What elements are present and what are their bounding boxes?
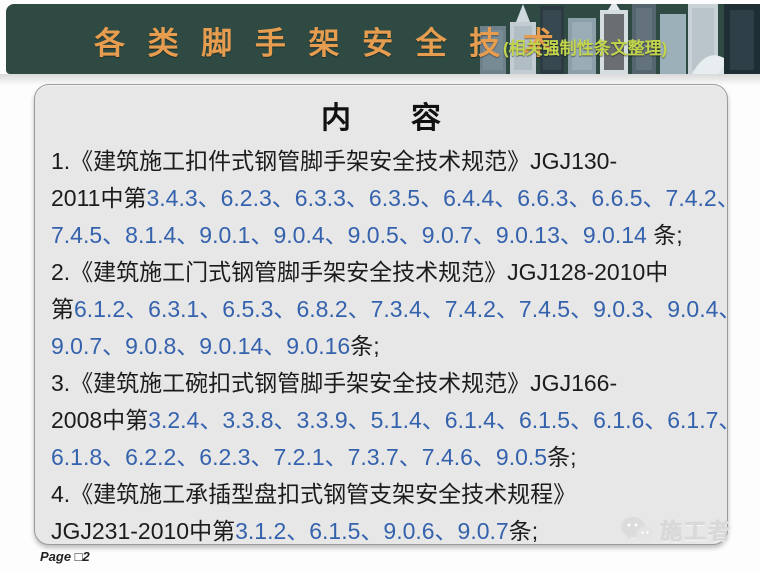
clause-text: 4.《建筑施工承插型盘扣式钢管支架安全技术规程》 bbox=[51, 481, 577, 507]
clause-text: 2.《建筑施工门式钢管脚手架安全技术规范》JGJ128-2010中 bbox=[51, 259, 669, 285]
clause-text: 条; bbox=[646, 222, 683, 248]
content-line: 7.4.5、8.1.4、9.0.1、9.0.4、9.0.5、9.0.7、9.0.… bbox=[51, 217, 711, 254]
clause-text: 第 bbox=[51, 296, 74, 322]
content-line: JGJ231-2010中第3.1.2、6.1.5、9.0.6、9.0.7条; bbox=[51, 513, 711, 550]
clause-text: 条; bbox=[350, 333, 380, 359]
content-line: 2011中第3.4.3、6.2.3、6.3.3、6.3.5、6.4.4、6.6.… bbox=[51, 180, 740, 217]
watermark-text: 施工者 bbox=[659, 519, 732, 544]
clause-numbers: 3.1.2、6.1.5、9.0.6、9.0.7 bbox=[235, 518, 509, 544]
clause-text: 1.《建筑施工扣件式钢管脚手架安全技术规范》JGJ130- bbox=[51, 148, 618, 174]
clause-text: 3.《建筑施工碗扣式钢管脚手架安全技术规范》JGJ166- bbox=[51, 370, 618, 396]
content-line: 4.《建筑施工承插型盘扣式钢管支架安全技术规程》 bbox=[51, 476, 711, 513]
clause-text: JGJ231-2010中第 bbox=[51, 518, 236, 544]
clause-text: 2008中第 bbox=[51, 407, 149, 433]
content-line: 2.《建筑施工门式钢管脚手架安全技术规范》JGJ128-2010中 bbox=[51, 254, 711, 291]
clause-numbers: 6.1.8、6.2.2、6.2.3、7.2.1、7.3.7、7.4.6、9.0.… bbox=[51, 444, 548, 470]
clause-text: 2011中第 bbox=[51, 185, 147, 211]
header-shadow bbox=[0, 74, 760, 86]
slide-subtitle: (相关强制性条文整理) bbox=[503, 39, 668, 58]
content-line: 6.1.8、6.2.2、6.2.3、7.2.1、7.3.7、7.4.6、9.0.… bbox=[51, 439, 711, 476]
city-skyline-image bbox=[480, 4, 760, 74]
content-line: 2008中第3.2.4、3.3.8、3.3.9、5.1.4、6.1.4、6.1.… bbox=[51, 402, 741, 439]
content-line: 3.《建筑施工碗扣式钢管脚手架安全技术规范》JGJ166- bbox=[51, 365, 711, 402]
clause-text: 条; bbox=[508, 518, 539, 544]
page-number: Page □2 bbox=[40, 549, 90, 564]
content-box: 内 容 1.《建筑施工扣件式钢管脚手架安全技术规范》JGJ130- 2011中第3… bbox=[34, 84, 741, 545]
clause-text: 条; bbox=[547, 444, 577, 470]
clause-numbers: 9.0.7、9.0.8、9.0.14、9.0.16 bbox=[51, 333, 351, 359]
slide-title: 各 类 脚 手 架 安 全 技 术 bbox=[94, 26, 561, 61]
wechat-icon bbox=[620, 517, 654, 544]
clause-numbers: 3.2.4、3.3.8、3.3.9、5.1.4、6.1.4、6.1.5、6.1.… bbox=[148, 407, 742, 433]
watermark: 施工者 bbox=[620, 514, 732, 546]
content-heading: 内 容 bbox=[321, 102, 441, 135]
title-bar: 各 类 脚 手 架 安 全 技 术 (相关强制性条文整理) bbox=[6, 4, 760, 74]
clause-numbers: 3.4.3、6.2.3、6.3.3、6.3.5、6.4.4、6.6.3、6.6.… bbox=[146, 185, 740, 211]
content-line: 9.0.7、9.0.8、9.0.14、9.0.16条; bbox=[51, 328, 711, 365]
content-lines: 1.《建筑施工扣件式钢管脚手架安全技术规范》JGJ130- 2011中第3.4.3… bbox=[51, 143, 741, 550]
clause-numbers: 6.1.2、6.3.1、6.5.3、6.8.2、7.3.4、7.4.2、7.4.… bbox=[74, 296, 742, 322]
content-line: 第6.1.2、6.3.1、6.5.3、6.8.2、7.3.4、7.4.2、7.4… bbox=[51, 291, 741, 328]
clause-numbers: 7.4.5、8.1.4、9.0.1、9.0.4、9.0.5、9.0.7、9.0.… bbox=[51, 222, 647, 248]
content-line: 1.《建筑施工扣件式钢管脚手架安全技术规范》JGJ130- bbox=[51, 143, 711, 180]
